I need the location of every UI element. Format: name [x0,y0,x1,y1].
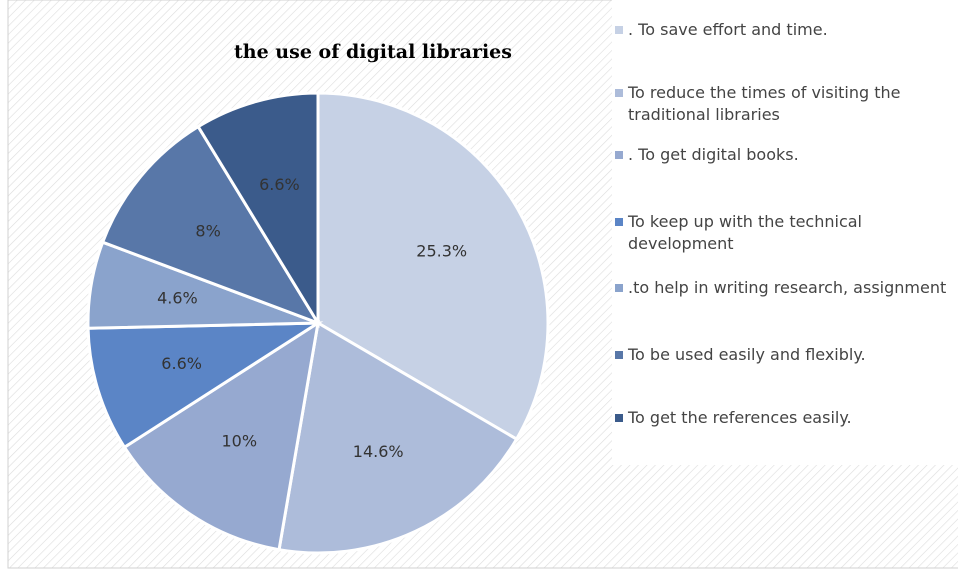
pie-slice [100,124,322,326]
pie-slice [86,321,324,450]
legend-item: To reduce the times of visiting the trad… [615,82,958,126]
legend-item: .to help in writing research, assignment [615,277,958,299]
pie-slice [122,319,321,552]
slice-label: 10% [221,431,257,450]
pie: 25.3% 14.6% 10% 6.6% 4.6% 8% 6.6% [86,91,550,555]
legend-swatch [615,151,623,159]
slice-label: 8% [195,222,220,241]
legend-swatch [615,351,623,359]
slice-label: 4.6% [157,289,198,308]
slice-label: 14.6% [353,442,404,461]
pie-slice [277,320,519,555]
pie-slice [196,91,320,329]
legend-label: To reduce the times of visiting the trad… [628,83,901,124]
legend-label: . To get digital books. [628,145,799,164]
legend-swatch [615,26,623,34]
slice-label: 6.6% [161,354,202,373]
legend-item: . To get digital books. [615,144,958,166]
pie-slice [316,91,550,442]
legend-item: To be used easily and flexibly. [615,344,958,366]
slice-label: 25.3% [416,242,467,261]
legend-swatch [615,218,623,226]
legend-label: To be used easily and flexibly. [628,345,866,364]
slice-label: 6.6% [259,175,300,194]
legend-swatch [615,284,623,292]
legend-label: To keep up with the technical developmen… [628,212,862,253]
legend: . To save effort and time. To reduce the … [612,0,958,465]
legend-swatch [615,89,623,97]
legend-swatch [615,414,623,422]
legend-label: To get the references easily. [628,408,852,427]
legend-label: . To save effort and time. [628,20,828,39]
legend-item: . To save effort and time. [615,19,958,41]
chart-title: the use of digital libraries [234,41,512,63]
legend-item: To keep up with the technical developmen… [615,211,958,255]
legend-label: .to help in writing research, assignment [628,278,947,297]
legend-item: To get the references easily. [615,407,958,429]
